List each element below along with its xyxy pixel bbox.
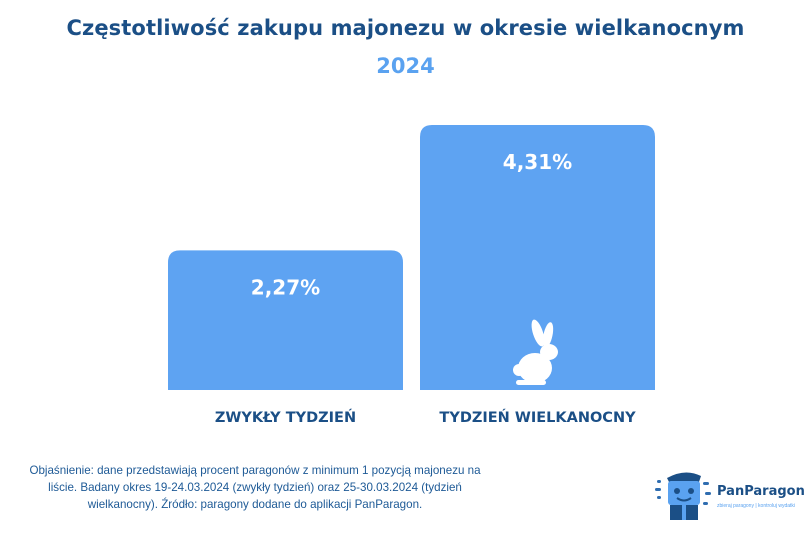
brand-tagline: zbieraj paragony | kontroluj wydatki <box>717 503 796 509</box>
panparagon-logo-icon <box>655 472 711 520</box>
chart-title: Częstotliwość zakupu majonezu w okresie … <box>66 16 745 40</box>
category-label-easter-week: TYDZIEŃ WIELKANOCNY <box>439 410 636 426</box>
rabbit-icon <box>513 319 558 385</box>
category-label-regular-week: ZWYKŁY TYDZIEŃ <box>214 410 357 426</box>
bar-regular-week <box>168 250 403 390</box>
bar-easter-week <box>420 125 655 390</box>
brand-logo: PanParagon zbieraj paragony | kontroluj … <box>655 466 805 526</box>
value-label-regular-week: 2,27% <box>251 275 320 299</box>
chart-subtitle: 2024 <box>376 54 435 78</box>
value-label-easter-week: 4,31% <box>503 150 572 174</box>
brand-name: PanParagon <box>717 484 805 499</box>
footnote: Objaśnienie: dane przedstawiają procent … <box>29 464 481 511</box>
